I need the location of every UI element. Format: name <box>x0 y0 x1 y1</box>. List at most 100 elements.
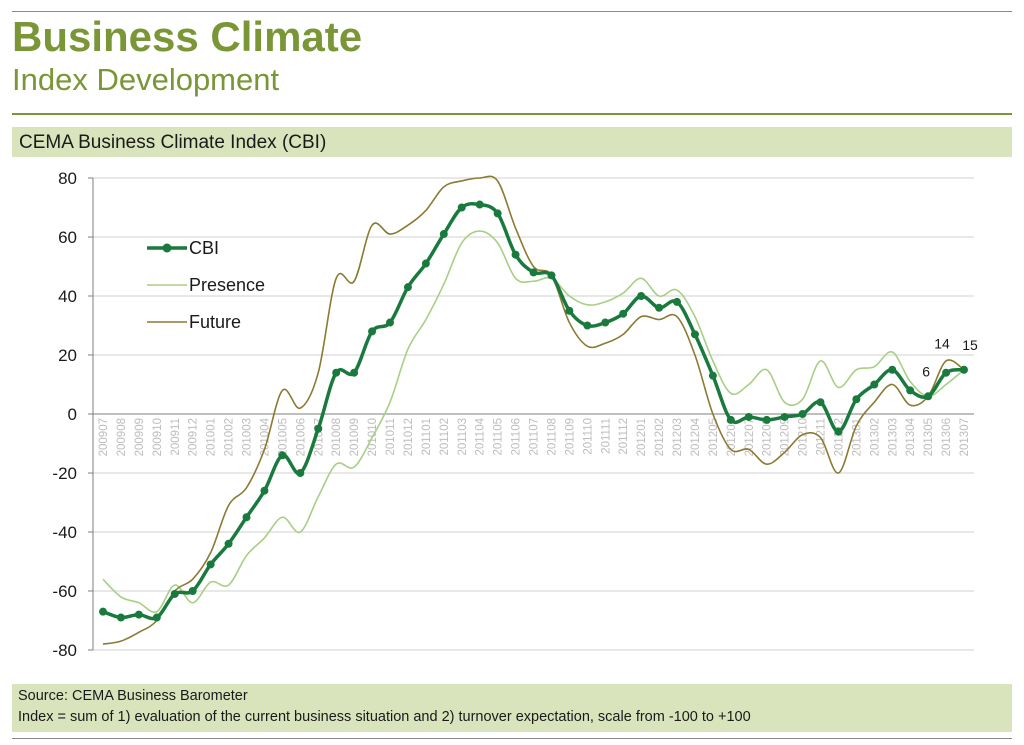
x-tick-label: 200907 <box>98 418 110 456</box>
x-tick-label: 201107 <box>529 418 541 456</box>
cbi-point <box>152 613 161 622</box>
cbi-point <box>368 327 377 336</box>
series-line-future <box>102 175 965 645</box>
bottom-divider <box>12 738 1012 739</box>
cbi-point <box>99 607 107 616</box>
x-tick-label: 201305 <box>923 418 935 456</box>
data-label: 6 <box>922 363 930 379</box>
index-definition-note: Index = sum of 1) evaluation of the curr… <box>18 709 751 725</box>
cbi-point <box>314 424 323 433</box>
cbi-point <box>744 412 753 421</box>
y-tick-label: 80 <box>58 169 77 188</box>
x-tick-label: 201307 <box>959 418 971 456</box>
y-tick-label: 40 <box>58 287 77 306</box>
cbi-point <box>583 321 592 330</box>
x-tick-label: 201009 <box>349 418 361 456</box>
data-label: 15 <box>962 337 978 353</box>
x-tick-label: 201104 <box>475 417 487 455</box>
cbi-point <box>708 371 717 380</box>
x-tick-label: 201011 <box>385 418 397 456</box>
x-tick-label: 201202 <box>654 418 666 456</box>
y-tick-label: 20 <box>58 346 77 365</box>
x-tick-label: 201111 <box>600 418 612 454</box>
cbi-point <box>421 259 430 268</box>
cbi-point <box>278 451 287 460</box>
cbi-point <box>547 271 556 280</box>
cbi-point <box>942 368 951 377</box>
cbi-point <box>242 513 251 522</box>
x-tick-label: 201002 <box>224 418 236 456</box>
x-tick-label: 201204 <box>690 417 702 456</box>
cbi-point <box>188 587 197 595</box>
page-title: Business Climate <box>12 13 363 60</box>
cbi-point <box>116 613 125 622</box>
x-tick-label: 200911 <box>170 418 182 456</box>
x-tick-label: 201008 <box>331 418 343 456</box>
top-divider <box>12 11 1012 12</box>
y-tick-label: -80 <box>52 641 77 660</box>
x-tick-label: 201001 <box>206 418 218 456</box>
x-tick-label: 201106 <box>511 418 523 456</box>
x-tick-label: 201205 <box>708 418 720 456</box>
cbi-point <box>816 398 825 407</box>
x-tick-label: 201304 <box>905 417 917 456</box>
cbi-point <box>673 297 681 306</box>
page-subtitle: Index Development <box>12 62 280 97</box>
x-tick-label: 201210 <box>798 418 810 456</box>
x-tick-label: 200909 <box>134 418 146 456</box>
cbi-point <box>350 368 359 377</box>
cbi-point <box>690 330 699 339</box>
data-label: 14 <box>934 336 950 352</box>
cbi-point <box>170 589 179 598</box>
cbi-point <box>960 365 968 374</box>
x-tick-label: 201003 <box>242 418 254 456</box>
x-tick-label: 200908 <box>116 418 128 456</box>
x-tick-label: 200912 <box>188 418 200 456</box>
cbi-point <box>798 410 807 418</box>
cbi-point <box>888 365 897 374</box>
cbi-point <box>475 200 484 209</box>
legend-label-presence: Presence <box>189 275 265 295</box>
cbi-point <box>134 610 143 619</box>
footer-panel: Source: CEMA Business Barometer Index = … <box>12 684 1012 732</box>
x-tick-label: 201301 <box>851 418 863 456</box>
x-tick-label: 201102 <box>439 418 451 456</box>
cbi-point <box>852 395 861 404</box>
x-tick-label: 201105 <box>493 418 505 456</box>
series-line-presence <box>102 230 965 614</box>
cbi-point <box>762 415 771 424</box>
x-tick-label: 201302 <box>869 418 881 456</box>
y-tick-label: 0 <box>68 405 77 424</box>
x-tick-label: 201306 <box>941 418 953 456</box>
cbi-point <box>655 303 664 312</box>
x-tick-label: 201005 <box>277 418 289 456</box>
cbi-point <box>906 386 915 395</box>
x-tick-label: 201110 <box>582 418 594 455</box>
cbi-point <box>224 539 233 548</box>
y-tick-label: -20 <box>52 464 77 483</box>
cbi-point <box>260 486 269 495</box>
x-tick-label: 201201 <box>636 418 648 456</box>
cbi-point <box>619 309 628 318</box>
x-tick-label: 201112 <box>618 418 630 455</box>
cbi-point <box>780 412 789 421</box>
chart-header-bar: CEMA Business Climate Index (CBI) <box>12 127 1012 157</box>
cbi-point <box>296 469 305 477</box>
title-divider <box>12 113 1012 115</box>
cbi-point <box>834 427 843 436</box>
cbi-point <box>439 230 448 239</box>
cbi-point <box>870 380 879 389</box>
cbi-point <box>529 268 538 277</box>
legend-label-future: Future <box>189 312 241 332</box>
x-tick-label: 200910 <box>152 418 164 456</box>
cbi-point <box>332 368 341 377</box>
cbi-point <box>511 250 520 259</box>
cbi-point <box>493 209 502 218</box>
cbi-point <box>565 306 574 315</box>
cbi-point <box>726 415 735 424</box>
cbi-point <box>386 318 394 327</box>
cbi-point <box>403 283 412 292</box>
x-tick-label: 201209 <box>780 418 792 456</box>
x-tick-label: 201004 <box>259 417 271 456</box>
chart-header-label: CEMA Business Climate Index (CBI) <box>19 132 327 153</box>
